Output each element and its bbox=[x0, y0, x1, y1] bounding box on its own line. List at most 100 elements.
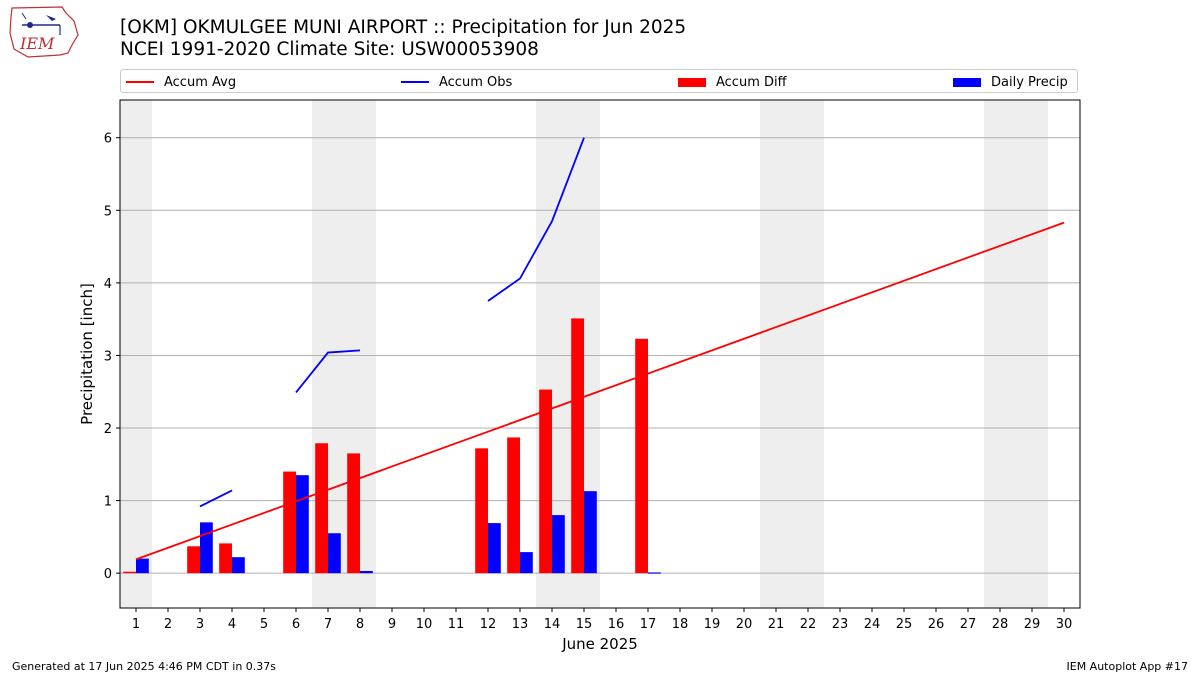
x-tick-label-8: 8 bbox=[356, 617, 364, 632]
x-tick-label-6: 6 bbox=[292, 617, 300, 632]
weekend-shade-day-14 bbox=[536, 100, 568, 608]
legend-item-accum-diff: Accum Diff bbox=[678, 70, 787, 94]
accum-diff-bar-day-14 bbox=[539, 389, 552, 574]
weekend-shade-day-8 bbox=[344, 100, 376, 608]
daily-precip-bar-day-13 bbox=[520, 552, 533, 574]
y-tick-label-2: 2 bbox=[104, 422, 112, 437]
accum-diff-bar-day-3 bbox=[187, 546, 200, 574]
chart-subtitle: NCEI 1991-2020 Climate Site: USW00053908 bbox=[120, 39, 539, 60]
y-tick-label-3: 3 bbox=[104, 349, 112, 364]
x-tick-label-23: 23 bbox=[832, 617, 849, 632]
x-tick-label-3: 3 bbox=[196, 617, 204, 632]
x-tick-label-29: 29 bbox=[1024, 617, 1041, 632]
weekend-shade-day-22 bbox=[792, 100, 824, 608]
weekend-shading bbox=[120, 100, 1048, 608]
weekend-shade-day-21 bbox=[760, 100, 792, 608]
x-tick-label-22: 22 bbox=[800, 617, 817, 632]
x-tick-label-19: 19 bbox=[704, 617, 721, 632]
daily-precip-bar-day-7 bbox=[328, 533, 341, 574]
weekend-shade-day-29 bbox=[1016, 100, 1048, 608]
accum-obs-line-2 bbox=[295, 349, 361, 394]
x-tick-label-13: 13 bbox=[512, 617, 529, 632]
legend-swatch-accum-avg bbox=[126, 81, 154, 83]
legend-item-accum-obs: Accum Obs bbox=[401, 70, 512, 94]
x-axis-label: June 2025 bbox=[561, 635, 638, 653]
bars bbox=[123, 318, 661, 574]
x-tick-label-1: 1 bbox=[132, 617, 140, 632]
y-tick-label-4: 4 bbox=[104, 277, 112, 292]
plot-frame bbox=[119, 99, 1081, 609]
x-tick-label-18: 18 bbox=[672, 617, 689, 632]
iem-logo: IEM bbox=[9, 6, 79, 58]
legend-item-daily-precip: Daily Precip bbox=[953, 70, 1068, 94]
accum-diff-bar-day-1 bbox=[123, 571, 136, 574]
x-tick-label-9: 9 bbox=[388, 617, 396, 632]
x-tick-label-30: 30 bbox=[1056, 617, 1073, 632]
generated-note: Generated at 17 Jun 2025 4:46 PM CDT in … bbox=[12, 660, 277, 673]
y-tick-label-1: 1 bbox=[104, 495, 112, 510]
x-tick-label-24: 24 bbox=[864, 617, 881, 632]
y-tick-label-5: 5 bbox=[104, 204, 112, 219]
x-tick-label-16: 16 bbox=[608, 617, 625, 632]
x-tick-label-2: 2 bbox=[164, 617, 172, 632]
legend-swatch-daily-precip bbox=[953, 77, 981, 87]
x-tick-label-12: 12 bbox=[480, 617, 497, 632]
x-tick-label-11: 11 bbox=[448, 617, 465, 632]
daily-precip-bar-day-3 bbox=[200, 522, 213, 574]
x-tick-label-10: 10 bbox=[416, 617, 433, 632]
daily-precip-bar-day-8 bbox=[360, 570, 373, 574]
weekend-shade-day-7 bbox=[312, 100, 344, 608]
x-tick-label-28: 28 bbox=[992, 617, 1009, 632]
accum-diff-bar-day-7 bbox=[315, 443, 328, 574]
logo-text: IEM bbox=[19, 34, 55, 53]
accum-avg-line bbox=[135, 221, 1065, 561]
accum-diff-bar-day-4 bbox=[219, 543, 232, 574]
daily-precip-bar-day-17 bbox=[648, 572, 661, 574]
y-tick-label-6: 6 bbox=[104, 132, 112, 147]
legend-swatch-accum-obs bbox=[401, 81, 429, 83]
app-note: IEM Autoplot App #17 bbox=[1066, 660, 1189, 673]
y-axis-label: Precipitation [inch] bbox=[78, 283, 96, 425]
x-tick-label-7: 7 bbox=[324, 617, 332, 632]
daily-precip-bar-day-12 bbox=[488, 523, 501, 574]
x-tick-label-5: 5 bbox=[260, 617, 268, 632]
y-tick-label-0: 0 bbox=[104, 567, 112, 582]
x-tick-label-15: 15 bbox=[576, 617, 593, 632]
x-tick-label-25: 25 bbox=[896, 617, 913, 632]
legend-label-accum-avg: Accum Avg bbox=[164, 74, 237, 90]
chart-title: [OKM] OKMULGEE MUNI AIRPORT :: Precipita… bbox=[120, 17, 687, 38]
accum-diff-bar-day-8 bbox=[347, 453, 360, 574]
series-lines bbox=[135, 137, 1065, 561]
accum-diff-bar-day-15 bbox=[571, 318, 584, 574]
accum-diff-bar-day-6 bbox=[283, 471, 296, 574]
weekend-shade-day-1 bbox=[120, 100, 152, 608]
accum-diff-bar-day-12 bbox=[475, 448, 488, 574]
chart-legend: Accum Avg Accum Obs Accum Diff Daily Pre… bbox=[120, 69, 1078, 93]
daily-precip-bar-day-14 bbox=[552, 515, 565, 574]
x-tick-label-26: 26 bbox=[928, 617, 945, 632]
x-tick-label-20: 20 bbox=[736, 617, 753, 632]
daily-precip-bar-day-6 bbox=[296, 475, 309, 574]
weekend-shade-day-28 bbox=[984, 100, 1016, 608]
accum-diff-bar-day-17 bbox=[635, 338, 648, 574]
legend-label-daily-precip: Daily Precip bbox=[991, 74, 1068, 90]
grid-lines bbox=[120, 137, 1080, 574]
accum-diff-bar-day-13 bbox=[507, 437, 520, 574]
x-tick-label-4: 4 bbox=[228, 617, 236, 632]
weekend-shade-day-15 bbox=[568, 100, 600, 608]
legend-swatch-accum-diff bbox=[678, 77, 706, 87]
x-tick-label-14: 14 bbox=[544, 617, 561, 632]
legend-label-accum-diff: Accum Diff bbox=[716, 74, 787, 90]
accum-obs-line-1 bbox=[199, 489, 233, 508]
daily-precip-bar-day-1 bbox=[136, 558, 149, 574]
daily-precip-bar-day-4 bbox=[232, 557, 245, 574]
accum-obs-line-3 bbox=[487, 137, 585, 302]
legend-label-accum-obs: Accum Obs bbox=[439, 74, 513, 90]
x-tick-label-17: 17 bbox=[640, 617, 657, 632]
daily-precip-bar-day-15 bbox=[584, 491, 597, 574]
x-tick-label-27: 27 bbox=[960, 617, 977, 632]
legend-item-accum-avg: Accum Avg bbox=[126, 70, 236, 94]
x-tick-label-21: 21 bbox=[768, 617, 785, 632]
